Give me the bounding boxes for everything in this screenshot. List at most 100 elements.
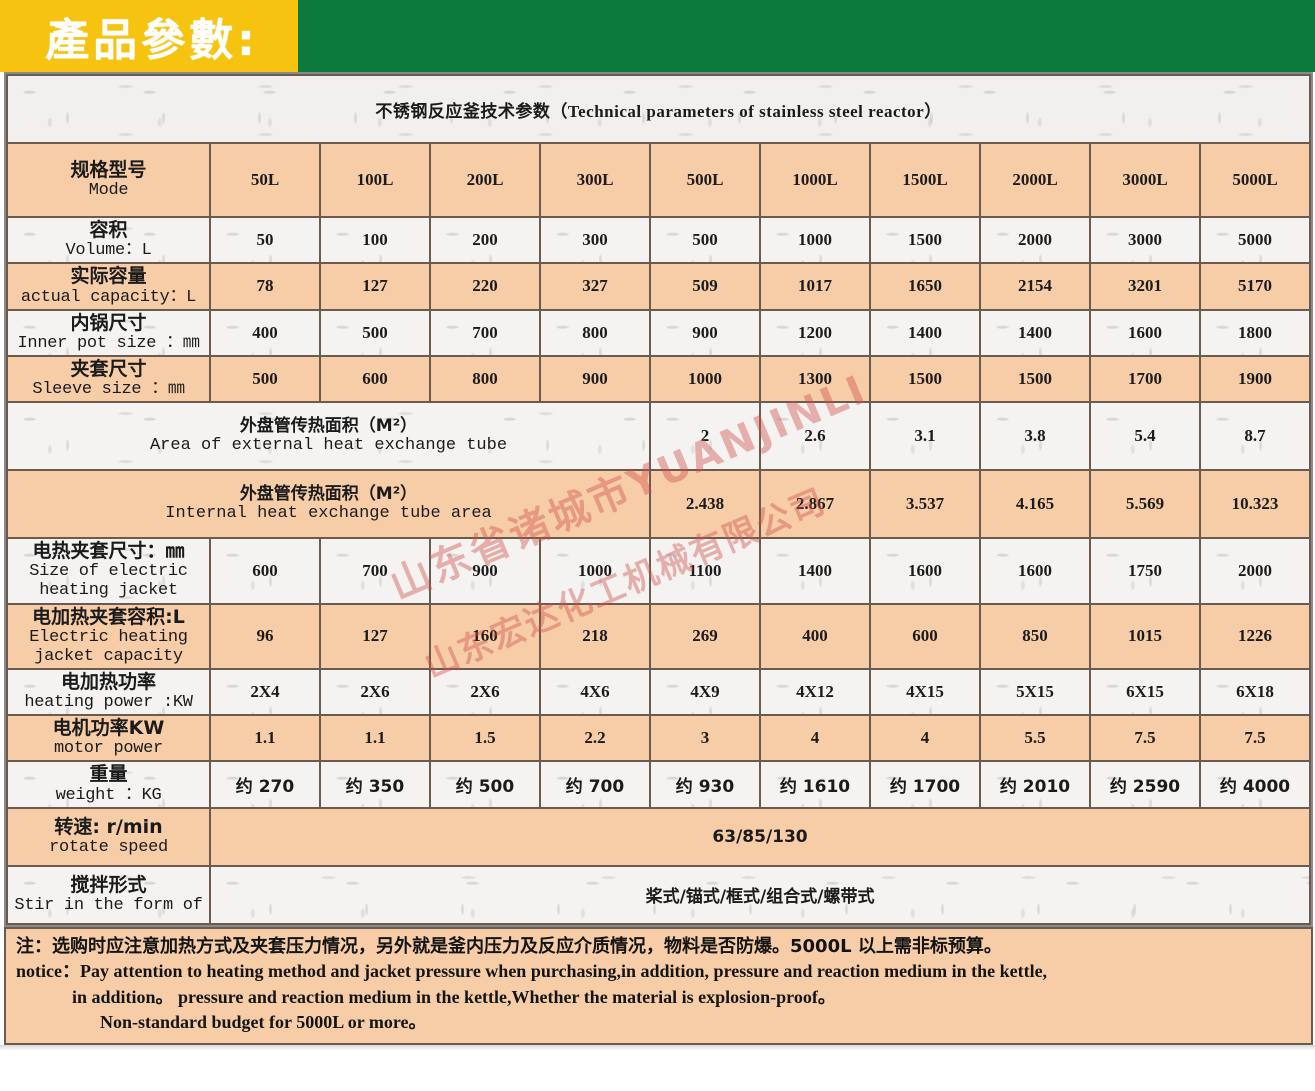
spec-table: 不锈钢反应釜技术参数（Technical parameters of stain…	[5, 74, 1312, 925]
column-header-2000L: 2000L	[979, 142, 1091, 218]
row-label-cn-3: 夹套尺寸	[70, 357, 147, 380]
column-header-100L: 100L	[319, 142, 431, 218]
cell-2-8: 1600	[1089, 308, 1201, 357]
cell-8-0: 2X4	[209, 667, 321, 717]
cell-9-6: 4	[869, 714, 981, 763]
row-label-3: 夹套尺寸 Sleeve size ：㎜	[6, 354, 211, 404]
cell-10-0: 约 270	[209, 760, 321, 809]
cell-6-2: 900	[429, 537, 541, 605]
cell-8-7: 5X15	[979, 667, 1091, 717]
row-label-en-2: Inner pot size ：㎜	[17, 333, 200, 353]
cell-4-5: 2.6	[759, 401, 871, 472]
cell-0-0: 50	[209, 215, 321, 265]
cell-7-3: 218	[539, 602, 651, 670]
cell-6-5: 1400	[759, 537, 871, 605]
cell-6-7: 1600	[979, 537, 1091, 605]
cell-2-1: 500	[319, 308, 431, 357]
cell-9-7: 5.5	[979, 714, 1091, 763]
notice-line-0: 注：选购时应注意加热方式及夹套压力情况，另外就是釜内压力及反应介质情况，物料是否…	[16, 935, 1002, 957]
cell-1-1: 127	[319, 262, 431, 311]
cell-10-9: 约 4000	[1198, 760, 1312, 809]
cell-10-6: 约 1700	[869, 760, 981, 809]
column-header-500L: 500L	[649, 142, 761, 218]
cell-0-1: 100	[319, 215, 431, 265]
header-label-cn: 规格型号	[70, 158, 147, 181]
row-label-en-0: Volume：L	[65, 241, 152, 261]
table-title-row: 不锈钢反应釜技术参数（Technical parameters of stain…	[5, 74, 1312, 144]
cell-9-4: 3	[649, 714, 761, 763]
cell-7-9: 1226	[1198, 602, 1312, 670]
cell-1-5: 1017	[759, 262, 871, 311]
cell-9-0: 1.1	[209, 714, 321, 763]
cell-7-8: 1015	[1089, 602, 1201, 670]
merged-label-cn-0: 转速: r/min	[54, 815, 163, 838]
cell-9-5: 4	[759, 714, 871, 763]
cell-8-2: 2X6	[429, 667, 541, 717]
merged-label-cn-1: 搅拌形式	[70, 873, 147, 896]
cell-0-4: 500	[649, 215, 761, 265]
cell-7-1: 127	[319, 602, 431, 670]
notice-line-2: in addition。 pressure and reaction mediu…	[72, 986, 836, 1007]
banner-gold-box: 產品參數:	[0, 0, 298, 72]
cell-10-7: 约 2010	[979, 760, 1091, 809]
row-label-cn-4: 外盘管传热面积（M²）	[239, 415, 418, 436]
cell-10-3: 约 700	[539, 760, 651, 809]
cell-6-4: 1100	[649, 537, 761, 605]
cell-7-0: 96	[209, 602, 321, 670]
row-label-9: 电机功率KW motor power	[6, 714, 211, 763]
cell-1-0: 78	[209, 262, 321, 311]
cell-7-5: 400	[759, 602, 871, 670]
cell-4-8: 5.4	[1089, 401, 1201, 472]
cell-2-0: 400	[209, 308, 321, 357]
column-header-3000L: 3000L	[1089, 142, 1201, 218]
cell-0-6: 1500	[869, 215, 981, 265]
table-row: 夹套尺寸 Sleeve size ：㎜ 500 600 800 900 1000 1300 15…	[6, 354, 1312, 404]
cell-9-3: 2.2	[539, 714, 651, 763]
row-label-en-8: heating power :KW	[24, 693, 193, 713]
cell-0-9: 5000	[1198, 215, 1312, 265]
row-label-en-4: Area of external heat exchange tube	[149, 436, 508, 456]
cell-8-8: 6X15	[1089, 667, 1201, 717]
row-label-2: 内锅尺寸 Inner pot size ：㎜	[6, 308, 211, 357]
cell-2-7: 1400	[979, 308, 1091, 357]
row-label-cn-1: 实际容量	[70, 265, 147, 288]
cell-3-1: 600	[319, 354, 431, 404]
row-label-en-3: Sleeve size ：㎜	[32, 380, 185, 400]
cell-6-1: 700	[319, 537, 431, 605]
cell-9-2: 1.5	[429, 714, 541, 763]
cell-3-4: 1000	[649, 354, 761, 404]
cell-7-6: 600	[869, 602, 981, 670]
notice-block: 注：选购时应注意加热方式及夹套压力情况，另外就是釜内压力及反应介质情况，物料是否…	[4, 926, 1313, 1045]
cell-10-1: 约 350	[319, 760, 431, 809]
cell-8-5: 4X12	[759, 667, 871, 717]
row-label-cn-7: 电加热夹套容积:L	[32, 605, 185, 628]
cell-8-9: 6X18	[1198, 667, 1312, 717]
cell-7-7: 850	[979, 602, 1091, 670]
cell-1-7: 2154	[979, 262, 1091, 311]
cell-2-3: 800	[539, 308, 651, 357]
row-label-cn-6: 电热夹套尺寸：㎜	[32, 540, 185, 563]
cell-0-7: 2000	[979, 215, 1091, 265]
cell-8-6: 4X15	[869, 667, 981, 717]
cell-10-5: 约 1610	[759, 760, 871, 809]
cell-10-8: 约 2590	[1089, 760, 1201, 809]
page-bottom-edge	[0, 1044, 1315, 1051]
cell-5-6: 3.537	[869, 469, 981, 540]
row-label-7: 电加热夹套容积:L Electric heating jacket capacit…	[6, 602, 211, 670]
row-label-en-7: Electric heating jacket capacity	[29, 627, 188, 666]
table-row-merged: 转速: r/min rotate speed 63/85/130	[6, 806, 1312, 867]
cell-3-8: 1700	[1089, 354, 1201, 404]
cell-9-8: 7.5	[1089, 714, 1201, 763]
cell-2-9: 1800	[1198, 308, 1312, 357]
row-label-en-10: weight ：KG	[55, 785, 162, 805]
cell-0-2: 200	[429, 215, 541, 265]
cell-8-1: 2X6	[319, 667, 431, 717]
cell-0-3: 300	[539, 215, 651, 265]
notice-line-3: Non-standard budget for 5000L or more。	[100, 1012, 427, 1033]
banner-green-bar	[298, 0, 1315, 72]
cell-3-5: 1300	[759, 354, 871, 404]
row-label-cn-2: 内锅尺寸	[70, 311, 147, 334]
table-row: 实际容量 actual capacity：L 78 127 220 327 509 1017 1…	[6, 262, 1312, 311]
table-title: 不锈钢反应釜技术参数（Technical parameters of stain…	[5, 74, 1312, 144]
